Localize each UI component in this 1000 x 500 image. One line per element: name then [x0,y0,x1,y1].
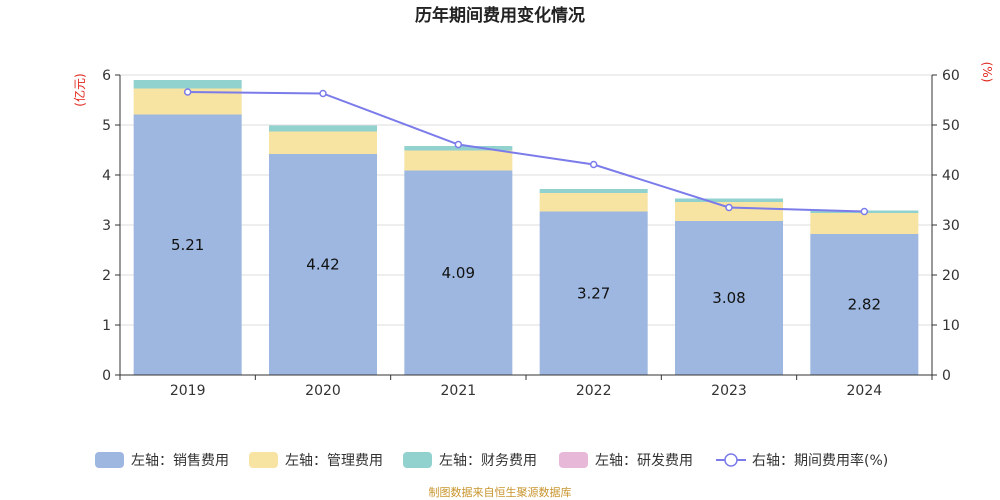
right-tick-label: 40 [942,168,960,184]
bar-value-label: 2.82 [848,296,881,314]
x-tick-label: 2020 [305,383,341,399]
x-tick-label: 2021 [441,383,477,399]
bar-layer [133,80,919,375]
bar-segment [404,150,513,171]
legend-marker [724,453,738,467]
legend-swatch [403,452,432,468]
left-tick-label: 0 [102,368,111,384]
bar-segment [810,213,919,234]
rate-point [725,203,733,212]
left-tick-label: 4 [102,168,111,184]
bar-segment [675,202,783,221]
bar-value-label: 3.08 [712,289,745,307]
bar-segment [404,146,513,151]
rate-point [860,207,869,216]
grid-lines [120,74,932,326]
rate-point [589,160,598,169]
bar-segment [539,189,648,193]
bar-value-label: 4.09 [442,264,475,282]
right-axis-unit: (%) [980,62,994,83]
source-note: 制图数据来自恒生聚源数据库 [429,485,572,499]
right-tick-label: 10 [942,318,960,334]
rate-line [187,91,865,213]
legend-swatch [95,452,124,468]
legend-label: 左轴：销售费用 [131,453,229,469]
legend-label: 左轴：研发费用 [595,453,693,469]
bar-value-label: 3.27 [577,284,610,302]
label-layer: 5.21 4.42 4.09 3.27 3.08 2.82 [171,236,881,314]
left-tick-label: 6 [102,68,111,84]
bar-value-label: 5.21 [171,236,204,254]
left-tick-label: 2 [102,268,111,284]
legend-label: 右轴：期间费用率(%) [752,452,888,469]
right-tick-label: 0 [942,368,951,384]
right-tick-label: 30 [942,218,960,234]
bar-value-label: 4.42 [306,256,339,274]
bar-segment [539,211,648,375]
bar-segment [133,80,242,89]
legend-label: 左轴：财务费用 [439,453,537,469]
bar-segment [404,170,513,375]
left-tick-label: 1 [102,318,111,334]
right-tick-label: 50 [942,118,960,134]
left-axis-unit: (亿元) [72,73,87,106]
x-tick-label: 2022 [576,383,612,399]
bar-segment [675,198,783,202]
legend: 左轴：销售费用 左轴：管理费用 左轴：财务费用 左轴：研发费用 右轴：期间费用率(%) [95,452,888,469]
line-layer [183,88,869,216]
bar-segment [133,114,242,375]
right-tick-label: 60 [942,68,960,84]
left-tick-label: 3 [102,218,111,234]
bar-segment [269,125,377,132]
bar-segment [675,221,783,375]
x-tick-label: 2019 [170,383,206,399]
legend-label: 左轴：管理费用 [285,453,383,469]
bar-segment [810,234,919,375]
legend-swatch [249,452,278,468]
bar-segment [269,154,377,375]
rate-point [183,88,192,96]
bar-segment [269,131,377,154]
rate-point [319,89,327,98]
rate-point [454,140,463,149]
chart-title: 历年期间费用变化情况 [415,5,585,26]
right-tick-label: 20 [942,268,960,284]
bar-segment [539,193,648,212]
x-tick-label: 2023 [711,383,747,399]
legend-swatch [559,452,588,468]
x-tick-label: 2024 [847,383,883,399]
left-tick-label: 5 [102,118,111,134]
